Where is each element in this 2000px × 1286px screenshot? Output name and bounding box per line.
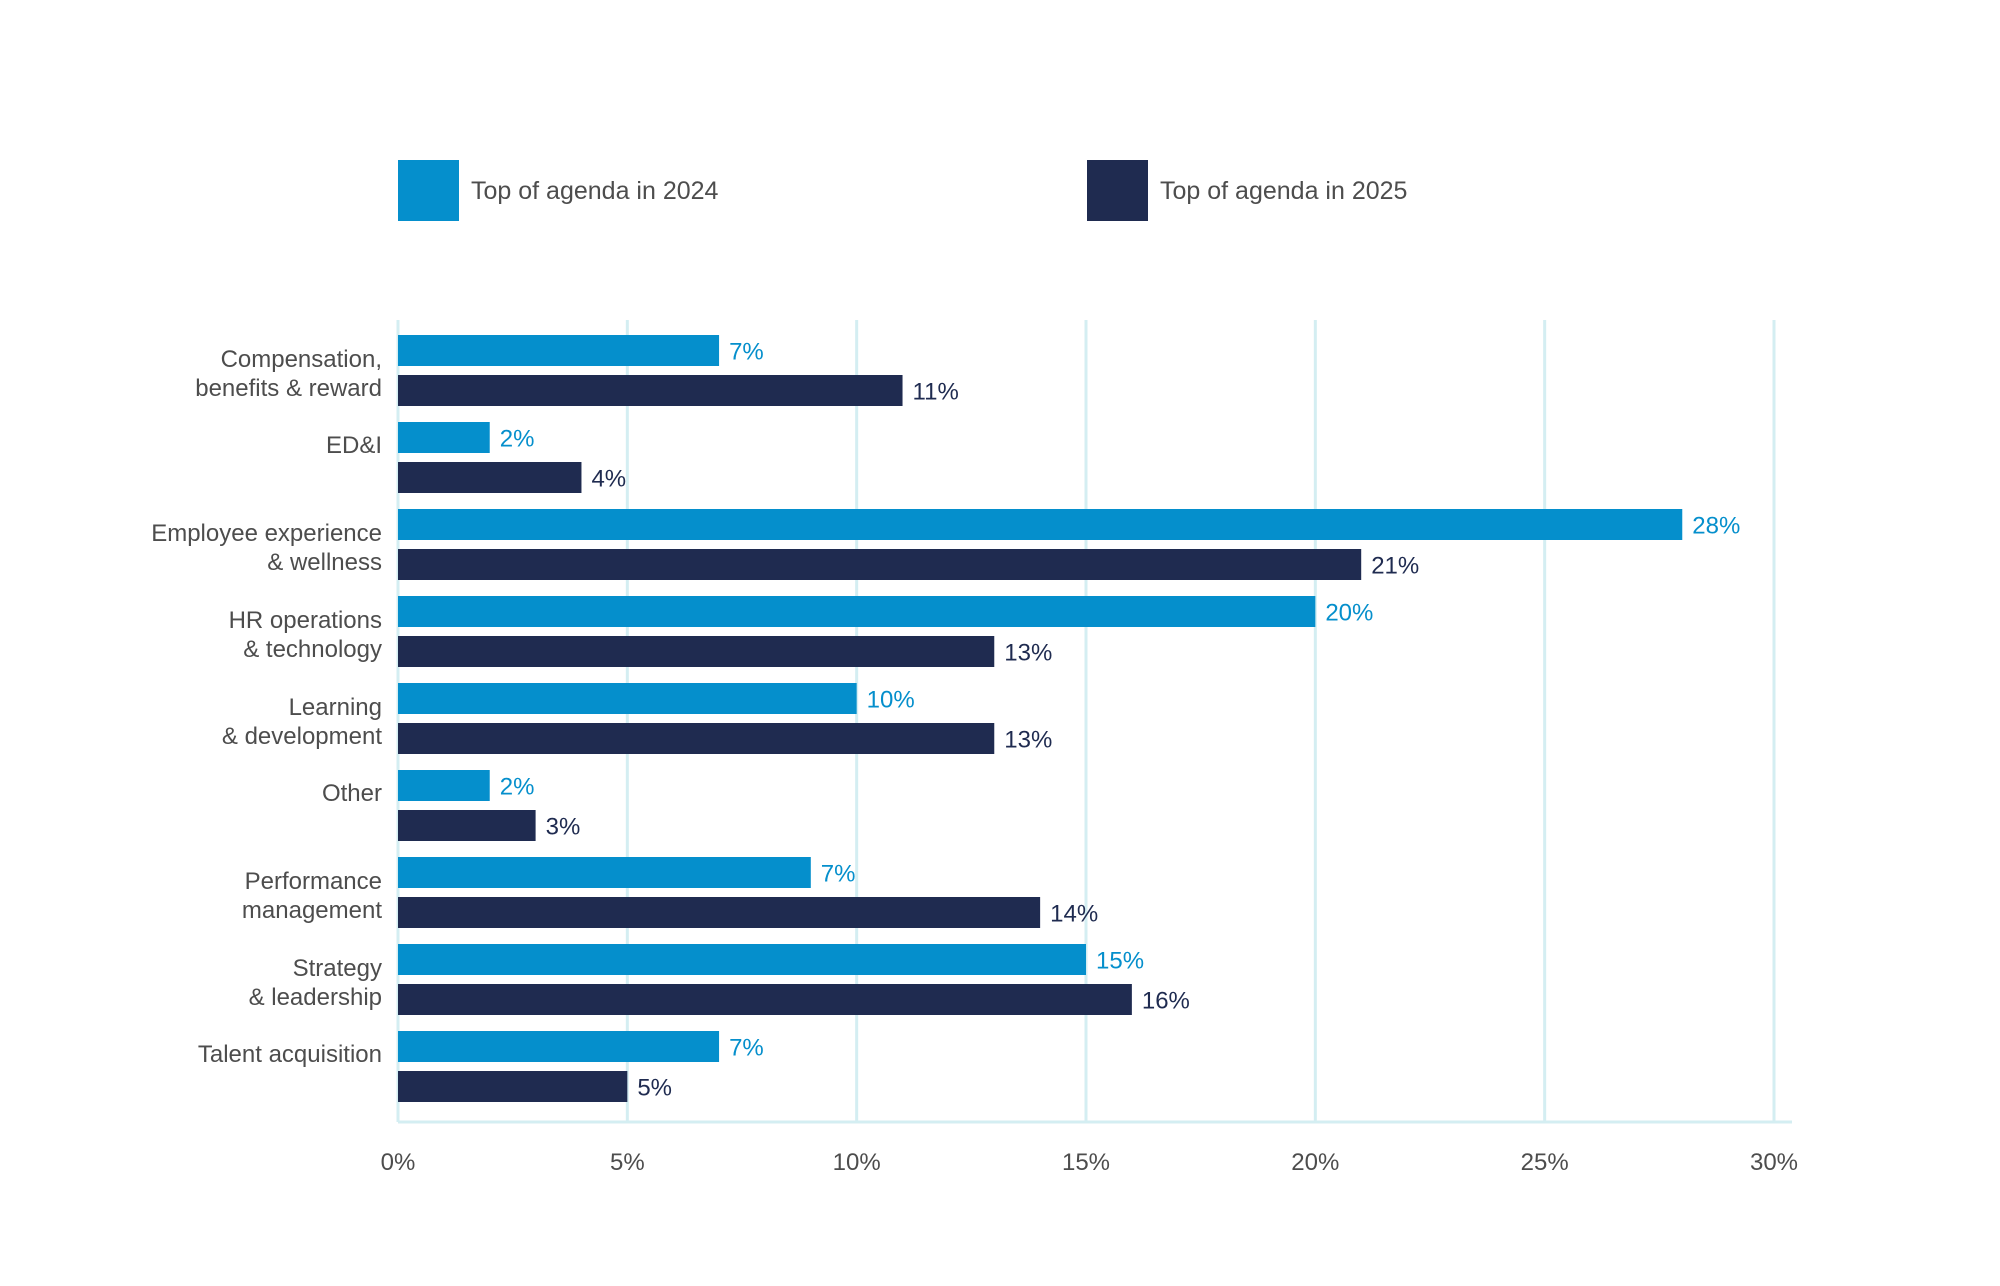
- category-label-line: benefits & reward: [195, 375, 382, 402]
- category-label-8: Talent acquisition: [198, 1041, 382, 1068]
- bar-0-4: [398, 683, 857, 714]
- bar-0-0: [398, 335, 720, 366]
- data-label-1-2: 21%: [1371, 553, 1419, 580]
- category-label-0: Compensation, benefits & reward: [195, 346, 382, 402]
- category-label-line: & development: [222, 723, 382, 750]
- data-label-1-0: 11%: [913, 379, 959, 406]
- category-label-line: ED&I: [326, 432, 382, 459]
- bars: 7% 11% 2% 4% 28% 21% 20% 13% 10% 13% 2% 3% 7% 14% 15% 1…: [398, 335, 1740, 1102]
- bar-1-1: [398, 462, 582, 493]
- x-tick-label-4: 20%: [1291, 1149, 1339, 1176]
- bar-1-3: [398, 636, 995, 667]
- data-label-1-7: 16%: [1142, 988, 1190, 1015]
- legend: Top of agenda in 2024 Top of agenda in 20…: [398, 160, 1407, 221]
- legend-label-0: Top of agenda in 2024: [471, 177, 719, 205]
- legend-label-1: Top of agenda in 2025: [1160, 177, 1407, 205]
- category-label-4: Learning & development: [222, 694, 382, 750]
- bar-1-0: [398, 375, 903, 406]
- data-label-0-3: 20%: [1325, 600, 1373, 627]
- x-tick-label-2: 10%: [833, 1149, 881, 1176]
- legend-swatch-1: [1087, 160, 1148, 221]
- data-label-1-4: 13%: [1004, 727, 1052, 754]
- data-label-0-4: 10%: [867, 687, 915, 714]
- x-tick-label-3: 15%: [1062, 1149, 1110, 1176]
- category-label-line: Employee experience: [151, 520, 382, 547]
- x-tick-label-5: 25%: [1521, 1149, 1569, 1176]
- bar-1-6: [398, 897, 1041, 928]
- category-label-line: Other: [322, 780, 382, 807]
- data-label-1-6: 14%: [1050, 901, 1098, 928]
- category-label-1: ED&I: [326, 432, 382, 459]
- grid: [396, 320, 1792, 1124]
- data-label-0-0: 7%: [729, 339, 764, 366]
- legend-item-0: Top of agenda in 2024: [398, 160, 719, 221]
- bar-1-7: [398, 984, 1132, 1015]
- legend-item-1: Top of agenda in 2025: [1087, 160, 1407, 221]
- category-label-2: Employee experience & wellness: [151, 520, 382, 576]
- x-tick-label-6: 30%: [1750, 1149, 1798, 1176]
- data-label-0-8: 7%: [729, 1035, 764, 1062]
- data-label-0-5: 2%: [500, 774, 535, 801]
- x-tick-label-1: 5%: [610, 1149, 645, 1176]
- legend-swatch-0: [398, 160, 459, 221]
- bar-1-2: [398, 549, 1362, 580]
- data-label-1-1: 4%: [591, 466, 626, 493]
- data-label-0-6: 7%: [821, 861, 856, 888]
- data-label-1-8: 5%: [637, 1075, 672, 1102]
- bar-1-8: [398, 1071, 628, 1102]
- data-label-1-3: 13%: [1004, 640, 1052, 667]
- bar-0-2: [398, 509, 1683, 540]
- bar-0-5: [398, 770, 490, 801]
- category-label-line: & leadership: [249, 984, 382, 1011]
- category-label-3: HR operations & technology: [229, 607, 382, 663]
- bar-0-3: [398, 596, 1316, 627]
- data-label-0-7: 15%: [1096, 948, 1144, 975]
- category-label-7: Strategy & leadership: [249, 955, 382, 1011]
- bar-0-6: [398, 857, 811, 888]
- bar-0-7: [398, 944, 1086, 975]
- bar-1-4: [398, 723, 995, 754]
- category-label-line: Performance: [245, 868, 382, 895]
- x-tick-label-0: 0%: [381, 1149, 416, 1176]
- category-label-line: & wellness: [267, 549, 382, 576]
- bar-1-5: [398, 810, 536, 841]
- data-label-1-5: 3%: [546, 814, 581, 841]
- category-label-line: & technology: [243, 636, 382, 663]
- data-label-0-1: 2%: [500, 426, 535, 453]
- bar-0-1: [398, 422, 490, 453]
- category-label-line: Learning: [289, 694, 382, 721]
- category-label-5: Other: [322, 780, 382, 807]
- category-labels: Compensation, benefits & reward ED&I Employ…: [151, 346, 382, 1068]
- category-label-line: Talent acquisition: [198, 1041, 382, 1068]
- category-label-line: Compensation,: [221, 346, 382, 373]
- x-axis: 0% 5% 10% 15% 20% 25% 30%: [381, 1149, 1798, 1176]
- category-label-line: HR operations: [229, 607, 382, 634]
- category-label-6: Performance management: [242, 868, 382, 924]
- category-label-line: Strategy: [293, 955, 382, 982]
- bar-0-8: [398, 1031, 720, 1062]
- category-label-line: management: [242, 897, 382, 924]
- data-label-0-2: 28%: [1692, 513, 1740, 540]
